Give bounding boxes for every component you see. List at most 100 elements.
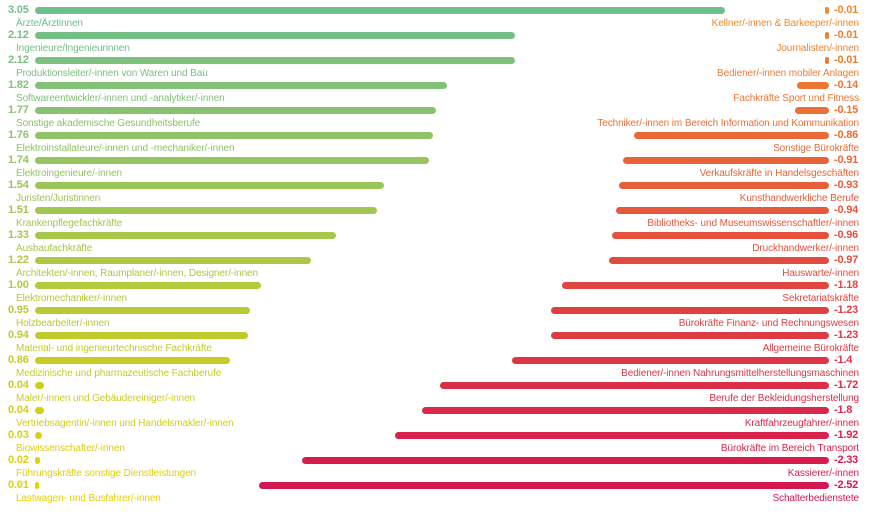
right-bar (634, 132, 829, 139)
left-bar (35, 307, 250, 314)
right-category-label: Allgemeine Bürokräfte (762, 343, 859, 354)
left-bar (35, 7, 726, 14)
left-value-label: 1.22 (8, 254, 29, 266)
left-category-label: Lastwagen- und Busfahrer/-innen (16, 493, 161, 504)
right-value-label: -2.52 (834, 479, 859, 491)
left-value-label: 3.05 (8, 4, 29, 16)
right-bar (512, 357, 829, 364)
left-value-label: 0.01 (8, 479, 29, 491)
right-value-label: -0.01 (834, 54, 859, 66)
right-category-label: Bibliotheks- und Museumswissenschaftler/… (647, 218, 859, 229)
right-category-label: Schalterbedienstete (772, 493, 860, 504)
right-category-label: Sekretariatskräfte (782, 293, 859, 304)
right-bar (609, 257, 829, 264)
left-bar (35, 357, 230, 364)
left-bar (35, 482, 39, 489)
right-value-label: -0.86 (834, 129, 859, 141)
left-bar (35, 82, 447, 89)
left-bar (35, 107, 436, 114)
right-bar (301, 457, 829, 464)
left-bar (35, 282, 262, 289)
left-bar (35, 232, 336, 239)
left-category-label: Juristen/Juristinnen (16, 193, 101, 204)
left-category-label: Sonstige akademische Gesundheitsberufe (16, 118, 201, 129)
right-value-label: -1.23 (834, 329, 859, 341)
right-category-label: Bürokräfte im Bereich Transport (720, 443, 859, 454)
right-bar (825, 7, 829, 14)
left-value-label: 1.54 (8, 179, 29, 191)
left-value-label: 1.76 (8, 129, 29, 141)
left-value-label: 1.33 (8, 229, 29, 241)
left-category-label: Ingenieure/Ingenieurinnen (16, 43, 130, 54)
right-category-label: Bediener/-innen mobiler Anlagen (717, 68, 859, 79)
right-bar (825, 32, 829, 39)
left-value-label: 1.51 (8, 204, 29, 216)
left-category-label: Ausbaufachkräfte (16, 243, 93, 254)
right-category-label: Kunsthandwerkliche Berufe (739, 193, 859, 204)
left-value-label: 1.74 (8, 154, 29, 166)
left-category-label: Elektroingenieure/-innen (16, 168, 123, 179)
left-category-label: Ärzte/Ärztinnen (16, 18, 83, 29)
left-value-label: 1.00 (8, 279, 29, 291)
right-category-label: Bürokräfte Finanz- und Rechnungswesen (678, 318, 859, 329)
left-bar (35, 457, 40, 464)
right-bar (797, 82, 829, 89)
right-value-label: -0.01 (834, 4, 859, 16)
right-bar (623, 157, 829, 164)
right-value-label: -0.93 (834, 179, 859, 191)
right-category-label: Hauswarte/-innen (782, 268, 859, 279)
left-value-label: 1.82 (8, 79, 29, 91)
right-value-label: -0.01 (834, 29, 859, 41)
right-value-label: -1.18 (834, 279, 859, 291)
left-value-label: 0.86 (8, 354, 29, 366)
left-category-label: Krankenpflegefachkräfte (16, 218, 123, 229)
right-bar (550, 307, 829, 314)
right-value-label: -1.8 (834, 404, 853, 416)
left-category-label: Maler/-innen und Gebäudereiniger/-innen (16, 393, 195, 404)
left-category-label: Material- und ingenieurtechnische Fachkr… (16, 343, 212, 354)
left-bar (35, 382, 45, 389)
right-bar (421, 407, 829, 414)
left-category-label: Architekten/-innen, Raumplaner/-innen, D… (16, 268, 258, 279)
left-category-label: Elektroinstallateure/-innen und -mechani… (16, 143, 235, 154)
left-category-label: Vertriebsagentin/-innen und Handelsmakle… (16, 418, 234, 429)
right-value-label: -2.33 (834, 454, 859, 466)
right-bar (618, 182, 829, 189)
right-value-label: -1.4 (834, 354, 853, 366)
left-category-label: Produktionsleiter/-innen von Waren und B… (16, 68, 208, 79)
left-bar (35, 57, 515, 64)
right-category-label: Verkaufskräfte in Handelsgeschäften (699, 168, 859, 179)
right-value-label: -0.91 (834, 154, 859, 166)
right-category-label: Journalisten/-innen (776, 43, 859, 54)
left-value-label: 2.12 (8, 54, 29, 66)
left-bar (35, 132, 434, 139)
right-bar (550, 332, 829, 339)
right-category-label: Fachkräfte Sport und Fitness (733, 93, 859, 104)
left-category-label: Softwareentwickler/-innen und -analytike… (16, 93, 225, 104)
right-value-label: -0.97 (834, 254, 859, 266)
left-bar (35, 207, 377, 214)
right-bar (394, 432, 829, 439)
right-value-label: -0.15 (834, 104, 859, 116)
left-category-label: Biowissenschafter/-innen (16, 443, 125, 454)
left-value-label: 2.12 (8, 29, 29, 41)
right-category-label: Kassierer/-innen (787, 468, 859, 479)
right-bar (258, 482, 829, 489)
left-category-label: Elektromechaniker/-innen (16, 293, 127, 304)
right-bar (795, 107, 829, 114)
right-category-label: Sonstige Bürokräfte (773, 143, 859, 154)
left-value-label: 0.94 (8, 329, 29, 341)
left-value-label: 0.02 (8, 454, 29, 466)
right-category-label: Berufe der Bekleidungsherstellung (709, 393, 859, 404)
right-bar (825, 57, 829, 64)
left-category-label: Medizinische und pharmazeutische Fachber… (16, 368, 222, 379)
right-value-label: -0.14 (834, 79, 859, 91)
left-bar (35, 332, 248, 339)
left-bar (35, 182, 384, 189)
right-category-label: Kraftfahrzeugfahrer/-innen (744, 418, 859, 429)
left-bar (35, 157, 429, 164)
left-value-label: 0.04 (8, 404, 29, 416)
right-bar (439, 382, 829, 389)
right-bar (611, 232, 829, 239)
